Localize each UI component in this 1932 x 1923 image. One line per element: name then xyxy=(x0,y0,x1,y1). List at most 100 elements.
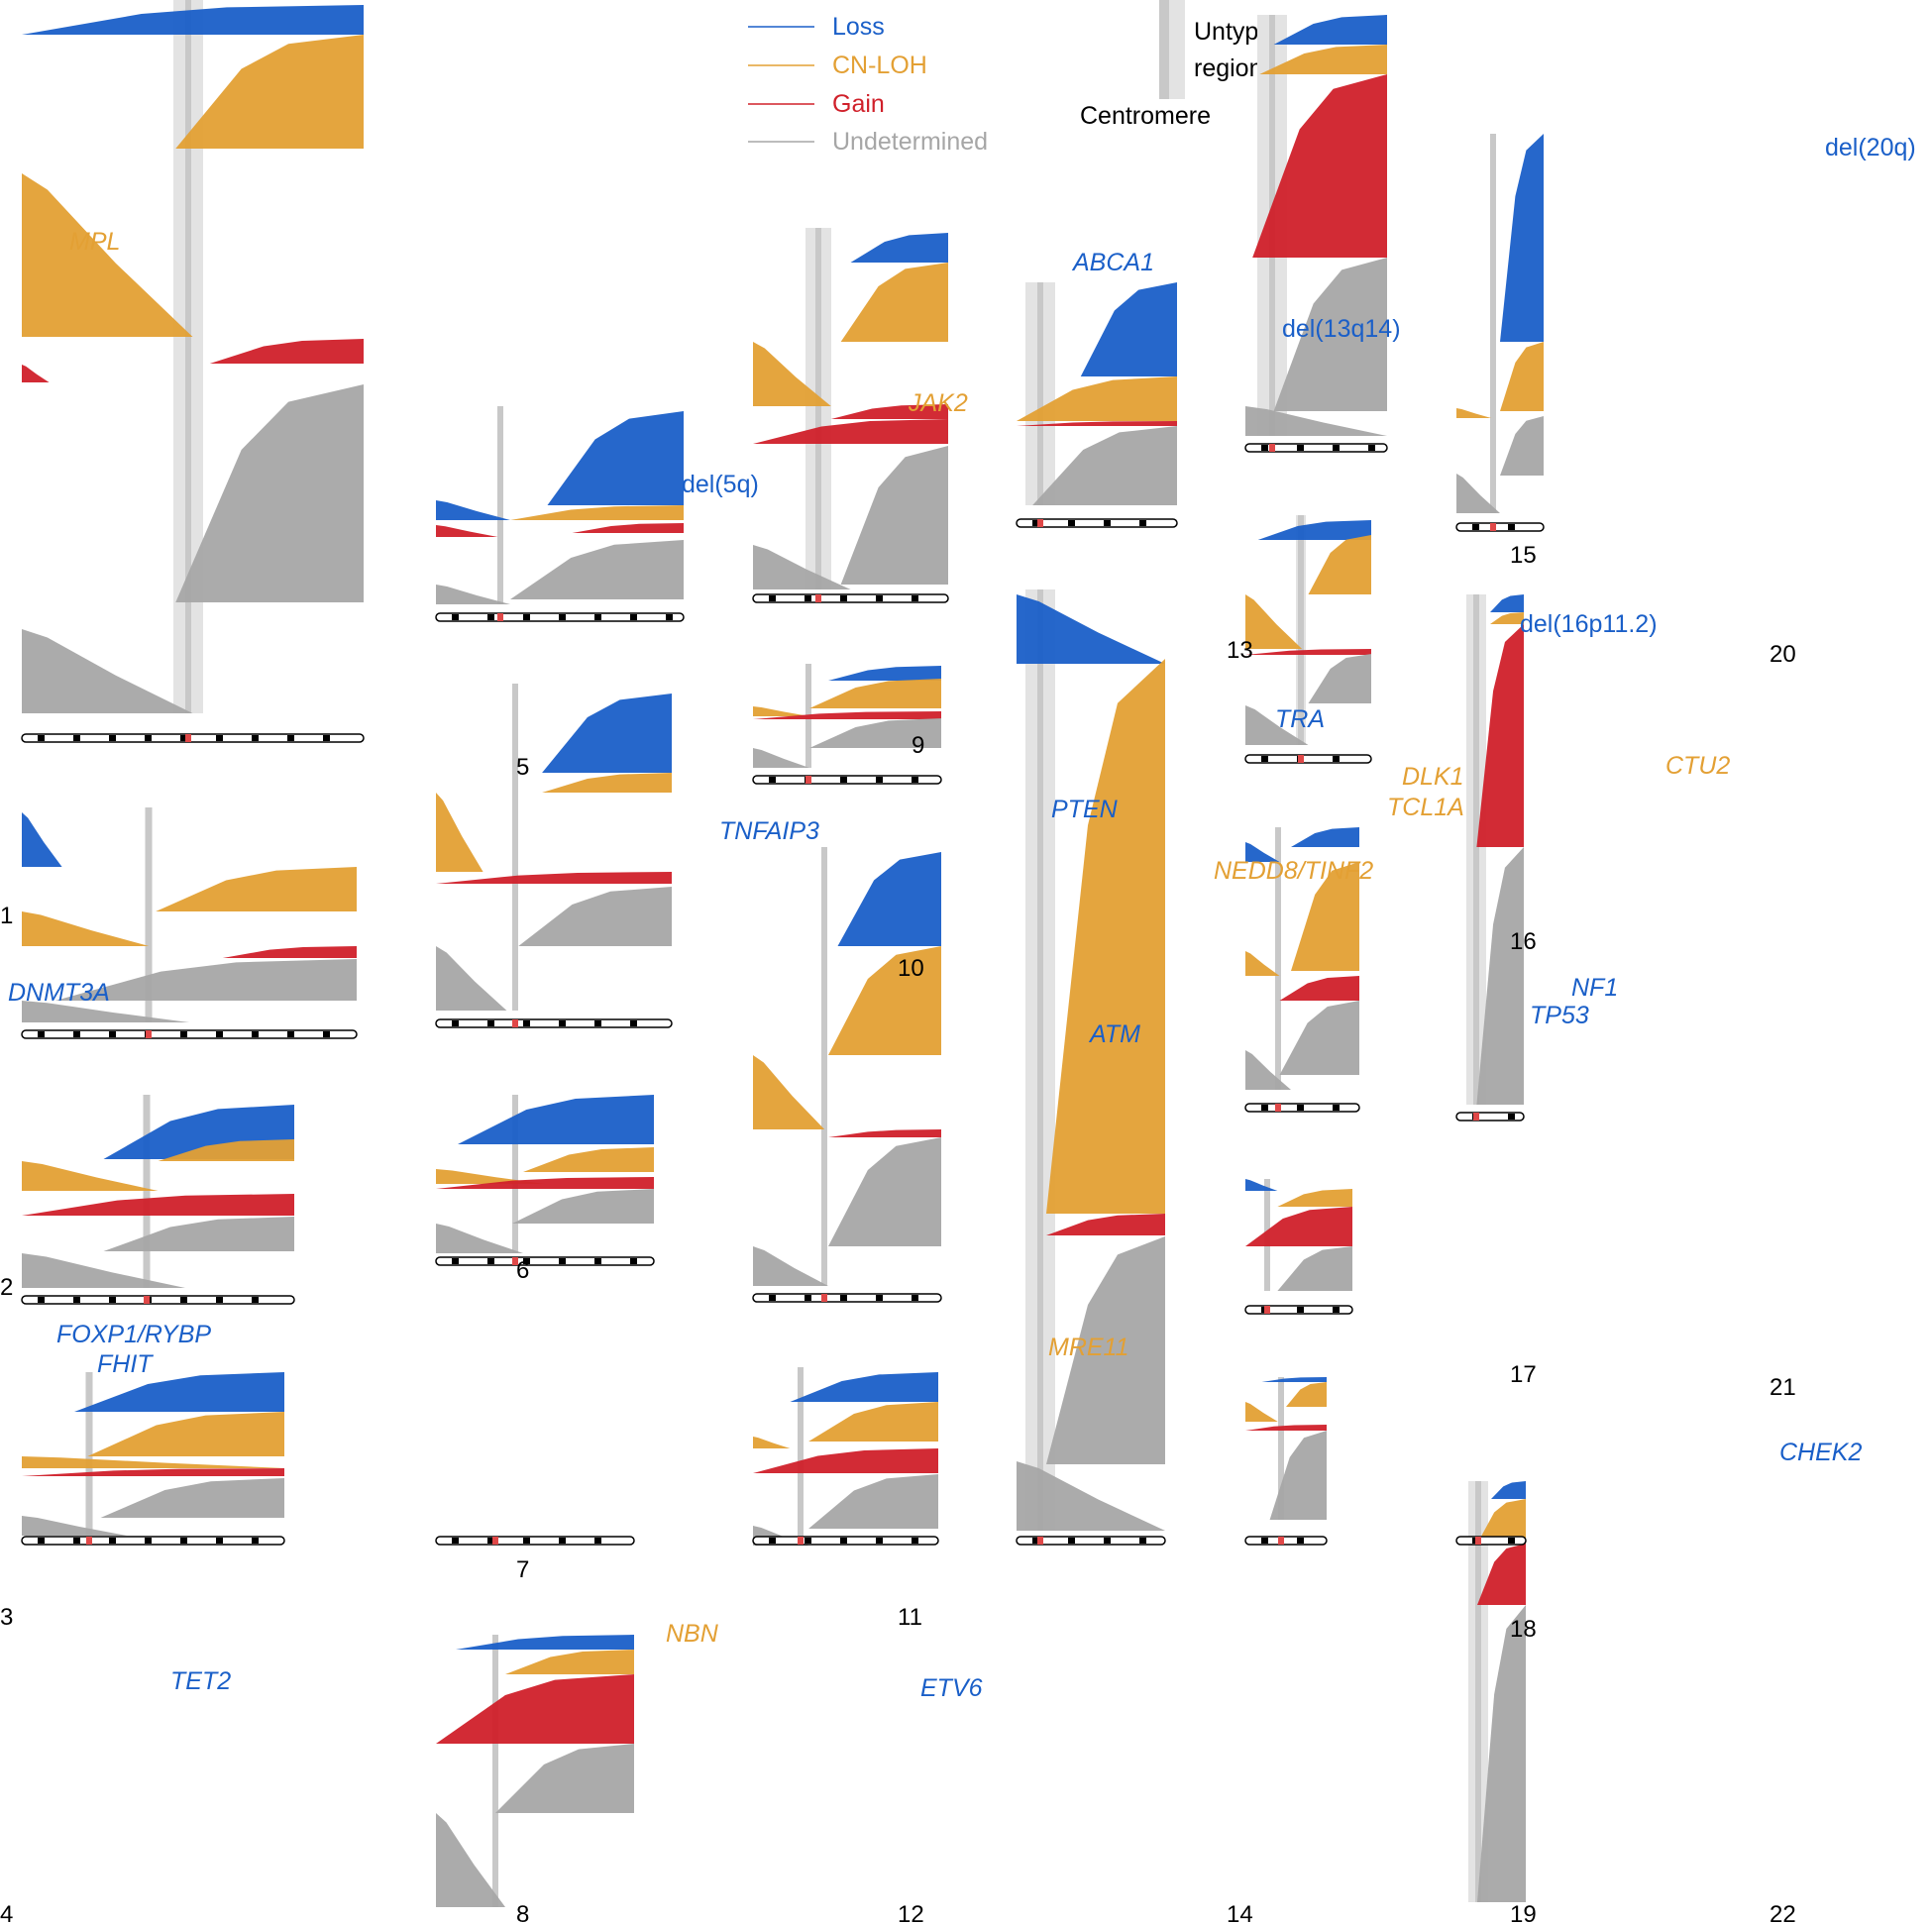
segment-chr8-U-4 xyxy=(436,1813,505,1907)
segment-chr11-L-0 xyxy=(837,852,941,946)
segment-chr7-O-1 xyxy=(523,1147,654,1172)
segment-chr17-G-4 xyxy=(1279,976,1359,1001)
segment-chr17-U-5 xyxy=(1279,1001,1359,1075)
annotation-del16p11: del(16p11.2) xyxy=(1520,610,1658,638)
segment-chr19-U-4 xyxy=(1269,1431,1327,1520)
annotations: MPL DNMT3A FOXP1/RYBP FHIT TET2 del(5q) … xyxy=(8,134,1916,1702)
idiogram-centromere-chr14 xyxy=(1037,1537,1043,1545)
idiogram-band-chr11-7 xyxy=(840,1295,847,1301)
idiogram-chr15 xyxy=(1244,443,1388,453)
idiogram-band-chr9-1 xyxy=(769,595,776,601)
idiogram-band-chr13-7 xyxy=(1104,520,1111,526)
segment-chr13-G-2 xyxy=(1017,421,1177,426)
segment-chr5-G-4 xyxy=(572,523,684,533)
centromere-chr11 xyxy=(821,847,827,1286)
segment-chr18-L-0 xyxy=(1245,1179,1278,1191)
idiogram-centromere-chr2 xyxy=(146,1030,152,1038)
segment-chr2-O-2 xyxy=(22,911,150,946)
segment-chr18-O-1 xyxy=(1277,1189,1352,1207)
segment-chr7-L-0 xyxy=(458,1095,654,1144)
segment-chr5-U-6 xyxy=(436,585,510,604)
segment-chr6-L-0 xyxy=(542,694,672,773)
centromere-chr9 xyxy=(815,228,821,589)
segment-chr9-G-4 xyxy=(753,419,948,444)
idiogram-band-chr2-4 xyxy=(73,1031,80,1037)
idiogram-band-chr7-1 xyxy=(452,1258,459,1264)
annotation-pten: PTEN xyxy=(1051,796,1119,823)
segment-chr10-O-1 xyxy=(809,679,941,708)
chrom-label-19: 19 xyxy=(1510,1901,1537,1923)
segment-chr1-U-5 xyxy=(175,384,364,602)
chrom-label-6: 6 xyxy=(516,1257,529,1284)
idiogram-band-chr7-16 xyxy=(630,1258,637,1264)
idiogram-band-chr16-7 xyxy=(1333,756,1340,762)
idiogram-band-chr2-25 xyxy=(323,1031,330,1037)
chrom-label-5: 5 xyxy=(516,754,529,781)
segment-chr3-O-1 xyxy=(158,1139,294,1161)
annotation-del5q: del(5q) xyxy=(682,471,759,498)
legend-loss-label: Loss xyxy=(832,13,885,41)
idiogram-band-chr1-10 xyxy=(145,735,152,741)
idiogram-centromere-chr4 xyxy=(86,1537,92,1545)
segment-chr11-O-1 xyxy=(828,946,941,1055)
idiogram-band-chr2-16 xyxy=(216,1031,223,1037)
idiogram-centromere-chr8 xyxy=(492,1537,498,1545)
segment-chr3-U-5 xyxy=(22,1253,185,1288)
segment-chr7-U-5 xyxy=(436,1224,523,1253)
segment-chr17-U-6 xyxy=(1245,1050,1291,1090)
idiogram-band-chr3-7 xyxy=(109,1297,116,1303)
segment-chr6-O-1 xyxy=(542,773,672,793)
annotation-chek2: CHEK2 xyxy=(1779,1439,1862,1466)
idiogram-band-chr5-19 xyxy=(666,614,673,620)
idiogram-band-chr11-4 xyxy=(805,1295,811,1301)
idiogram-band-chr10-7 xyxy=(840,777,847,783)
annotation-dlk1: DLK1 xyxy=(1402,763,1464,791)
annotation-etv6: ETV6 xyxy=(920,1674,983,1702)
chrom-label-21: 21 xyxy=(1770,1374,1796,1401)
segment-chr20-O-2 xyxy=(1456,408,1492,418)
segment-chr1-U-6 xyxy=(22,629,193,713)
idiogram-centromere-chr12 xyxy=(798,1537,804,1545)
segment-chr19-O-1 xyxy=(1286,1382,1327,1407)
segment-chr15-G-2 xyxy=(1252,74,1387,258)
idiogram-centromere-chr17 xyxy=(1275,1104,1281,1112)
idiogram-centromere-chr11 xyxy=(821,1294,827,1302)
segment-chr3-U-4 xyxy=(103,1217,294,1251)
segment-chr20-U-3 xyxy=(1500,416,1544,476)
idiogram-band-chr6-16 xyxy=(630,1020,637,1026)
segment-chr9-U-5 xyxy=(840,446,948,585)
idiogram-chr9 xyxy=(752,593,949,603)
segment-chr2-L-0 xyxy=(22,812,62,867)
segment-chr7-O-2 xyxy=(436,1169,545,1184)
segment-chr16-G-3 xyxy=(1245,649,1371,655)
annotation-abca1: ABCA1 xyxy=(1071,249,1154,276)
idiogram-band-chr1-25 xyxy=(323,735,330,741)
idiogram-band-chr12-10 xyxy=(876,1538,883,1544)
segment-chr10-U-5 xyxy=(753,748,809,768)
idiogram-band-chr5-16 xyxy=(630,614,637,620)
annotation-fhit: FHIT xyxy=(97,1350,154,1378)
idiogram-band-chr18-7 xyxy=(1333,1307,1340,1313)
idiogram-band-chr11-13 xyxy=(912,1295,918,1301)
segment-chr14-L-0 xyxy=(1017,594,1165,664)
segment-chr5-G-3 xyxy=(436,525,498,537)
chrom-label-1: 1 xyxy=(0,903,13,929)
idiogram-band-chr12-13 xyxy=(912,1538,918,1544)
annotation-mpl: MPL xyxy=(69,228,120,256)
segment-chr2-O-1 xyxy=(156,867,357,911)
idiogram-band-chr2-19 xyxy=(252,1031,259,1037)
centromere-chr2 xyxy=(146,807,152,1022)
segment-chr15-O-1 xyxy=(1259,45,1387,74)
legend-gain-label: Gain xyxy=(832,90,885,118)
chrom-label-16: 16 xyxy=(1510,928,1537,955)
idiogram-band-chr9-7 xyxy=(840,595,847,601)
centromere-chr6 xyxy=(512,684,518,1011)
idiogram-chr20 xyxy=(1455,522,1545,532)
idiogram-band-chr3-19 xyxy=(252,1297,259,1303)
segment-chr8-G-2 xyxy=(436,1674,634,1744)
segment-chr18-G-2 xyxy=(1245,1207,1352,1246)
idiogram-band-chr9-4 xyxy=(805,595,811,601)
chrom-label-14: 14 xyxy=(1227,1901,1253,1923)
segment-chr9-O-1 xyxy=(840,263,948,342)
idiogram-band-chr8-7 xyxy=(523,1538,530,1544)
